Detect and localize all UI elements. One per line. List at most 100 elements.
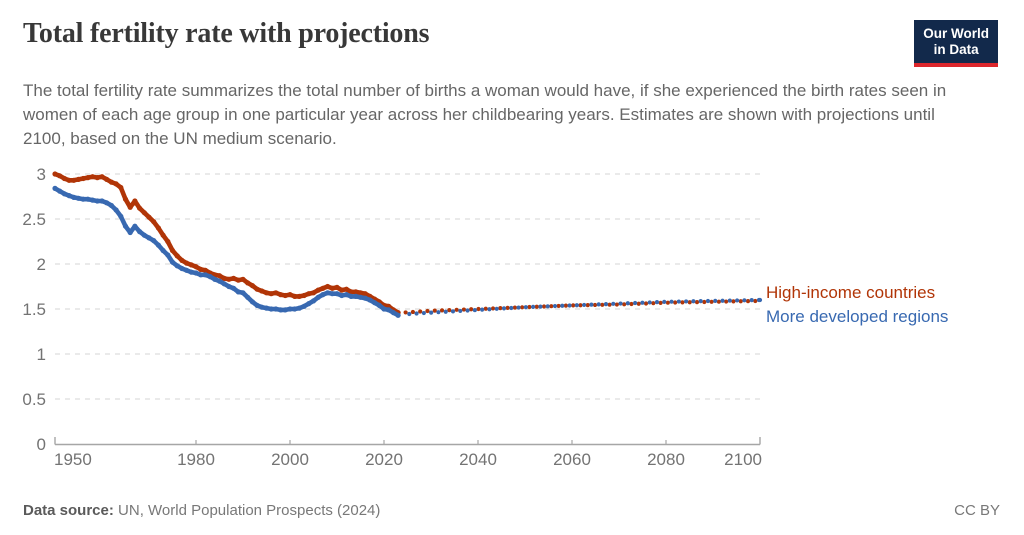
series-marker: [362, 295, 368, 301]
projection-dot-more-developed: [567, 303, 572, 308]
series-marker: [320, 292, 326, 298]
x-tick-label: 2100: [724, 450, 762, 469]
series-marker: [113, 181, 119, 187]
series-marker: [249, 283, 255, 289]
projection-dot-more-developed: [618, 301, 623, 306]
series-marker: [287, 306, 293, 312]
series-marker: [118, 213, 124, 219]
projection-dot-more-developed: [450, 309, 456, 314]
series-marker: [94, 175, 100, 181]
projection-dot-more-developed: [625, 301, 630, 306]
series-marker: [343, 286, 349, 292]
legend-label-more-developed: More developed regions: [766, 307, 948, 326]
series-marker: [52, 185, 58, 191]
series-marker: [198, 266, 204, 272]
x-tick-label: 1950: [54, 450, 92, 469]
projection-dot-high-income: [651, 301, 656, 306]
projection-dot-more-developed: [684, 299, 689, 304]
projection-dot-high-income: [534, 304, 539, 309]
series-marker: [357, 290, 364, 296]
series-marker: [339, 292, 345, 299]
y-axis: 0 0.5 1 1.5 2 2.5 3: [22, 165, 46, 454]
series-marker: [287, 292, 293, 298]
projection-dot-high-income: [658, 300, 663, 306]
series-marker: [254, 302, 260, 308]
projection-dot-high-income: [731, 299, 736, 304]
chart-subtitle: The total fertility rate summarizes the …: [23, 81, 947, 148]
projection-dot-more-developed: [480, 307, 485, 312]
x-tick-label: 2080: [647, 450, 685, 469]
series-marker: [343, 292, 349, 298]
projection-dot-high-income: [753, 298, 758, 304]
projection-dot-more-developed: [421, 310, 426, 316]
y-tick-label: 1.5: [22, 300, 46, 319]
series-marker: [169, 259, 176, 265]
series-marker: [296, 293, 302, 299]
series-marker: [132, 198, 138, 204]
projection-dot-high-income: [556, 303, 561, 309]
series-marker: [353, 289, 359, 295]
series-marker: [184, 260, 190, 266]
series-marker: [390, 310, 396, 316]
series-marker: [249, 299, 255, 305]
projection-dot-high-income: [680, 300, 685, 305]
series-marker: [268, 291, 274, 297]
series-marker: [216, 273, 223, 279]
series-marker: [155, 225, 161, 231]
series-marker: [146, 235, 152, 241]
projection-dot-high-income: [469, 307, 474, 312]
series-marker: [306, 301, 312, 307]
series-marker: [71, 194, 77, 200]
series-marker: [188, 262, 194, 268]
series-marker: [259, 288, 265, 294]
projection-dot-more-developed: [735, 298, 740, 303]
series-marker: [151, 238, 157, 244]
series-marker: [66, 193, 72, 199]
projection-dot-high-income: [447, 307, 452, 313]
gridlines: [55, 173, 760, 400]
series-marker: [61, 191, 67, 197]
projection-dot-more-developed: [691, 299, 696, 304]
projection-dot-high-income: [592, 302, 598, 308]
series-marker: [292, 293, 298, 299]
projection-dot-more-developed: [603, 301, 609, 307]
series-marker: [179, 265, 185, 272]
projection-dot-more-developed: [654, 300, 660, 305]
series-marker: [108, 179, 114, 185]
projection-dot-more-developed: [698, 299, 703, 304]
series-marker: [137, 205, 143, 211]
projection-dots: [403, 297, 763, 317]
x-tick-label: 2060: [553, 450, 591, 469]
series-marker: [137, 229, 143, 235]
projection-dot-high-income: [716, 299, 721, 304]
series-marker: [240, 290, 246, 296]
series-marker: [108, 202, 114, 209]
projection-dot-high-income: [476, 306, 481, 312]
projection-dot-more-developed: [436, 310, 441, 315]
series-marker: [160, 232, 166, 238]
projection-dot-high-income: [527, 304, 532, 310]
projection-dot-more-developed: [705, 298, 711, 304]
series-marker: [141, 232, 147, 238]
projection-dot-high-income: [571, 303, 576, 308]
series-marker: [127, 229, 133, 236]
series-marker: [151, 219, 157, 225]
series-marker: [99, 198, 105, 204]
projection-dot-high-income: [687, 300, 692, 305]
projection-dot-more-developed: [669, 299, 674, 304]
series-marker: [141, 210, 147, 216]
projection-dot-more-developed: [472, 307, 477, 313]
legend-label-high-income: High-income countries: [766, 283, 935, 302]
projection-dot-more-developed: [407, 311, 412, 317]
projection-dot-high-income: [541, 304, 547, 309]
chart-footer: Data source: UN, World Population Prospe…: [23, 502, 1000, 519]
projection-dot-high-income: [563, 303, 568, 308]
projection-dot-more-developed: [589, 302, 594, 307]
series-marker: [231, 275, 237, 281]
series-marker: [198, 272, 204, 278]
projection-dot-more-developed: [611, 301, 616, 306]
projection-dot-more-developed: [640, 300, 645, 305]
y-tick-label: 3: [37, 165, 46, 184]
x-tick-label: 2000: [271, 450, 309, 469]
